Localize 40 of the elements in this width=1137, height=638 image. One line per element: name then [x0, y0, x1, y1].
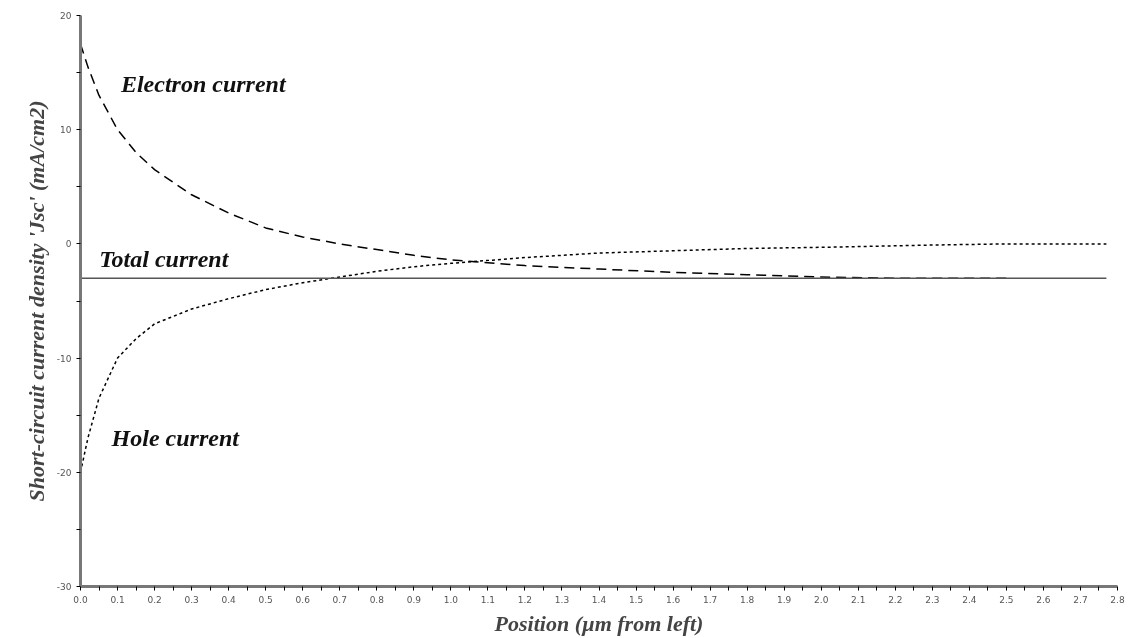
y-tick-label: 10 — [60, 125, 72, 136]
x-tick-label: 1.9 — [777, 594, 792, 605]
x-tick-label: 2.2 — [888, 594, 903, 605]
y-tick-label: 0 — [65, 239, 72, 250]
x-tick-label: 0.0 — [73, 594, 88, 605]
x-tick-label: 1.2 — [517, 594, 533, 605]
y-axis-title: Short-circuit current density 'Jsc' (mA/cm2) — [23, 100, 49, 502]
x-tick-label: 0.4 — [221, 594, 237, 605]
x-tick-label: 0.2 — [147, 594, 162, 605]
y-tick-label: 20 — [60, 11, 72, 21]
x-tick-label: 2.6 — [1036, 594, 1051, 605]
x-tick-label: 0.6 — [295, 594, 311, 605]
x-tick-label: 2.1 — [851, 594, 866, 605]
x-tick-label: 0.7 — [332, 594, 347, 605]
x-tick-label: 0.8 — [369, 594, 385, 605]
annotation: Total current — [99, 245, 230, 272]
annotation: Electron current — [119, 71, 287, 98]
x-tick-label: 0.1 — [110, 594, 125, 605]
x-tick-label: 2.0 — [814, 594, 829, 605]
x-tick-label: 1.0 — [443, 594, 459, 605]
x-tick-label: 1.1 — [480, 594, 496, 605]
x-tick-label: 1.4 — [591, 594, 607, 605]
x-tick-label: 0.9 — [406, 594, 422, 605]
x-tick-label: 0.3 — [184, 594, 199, 605]
x-tick-label: 1.8 — [739, 594, 755, 605]
y-tick-label: -10 — [56, 353, 72, 364]
x-tick-label: 1.7 — [702, 594, 718, 605]
x-tick-label: 0.5 — [258, 594, 273, 605]
x-tick-label: 2.5 — [999, 594, 1014, 605]
x-axis-title: Position (µm from left) — [493, 610, 704, 636]
x-tick-label: 2.3 — [925, 594, 940, 605]
y-tick-label: -20 — [56, 467, 72, 478]
x-tick-label: 2.4 — [962, 594, 977, 605]
x-tick-label: 1.3 — [554, 594, 570, 605]
x-tick-label: 2.8 — [1110, 594, 1125, 605]
x-tick-label: 1.5 — [628, 594, 644, 605]
x-tick-label: 2.7 — [1073, 594, 1088, 605]
x-tick-label: 1.6 — [665, 594, 681, 605]
y-tick-label: -30 — [56, 582, 72, 592]
annotation: Hole current — [110, 425, 241, 452]
